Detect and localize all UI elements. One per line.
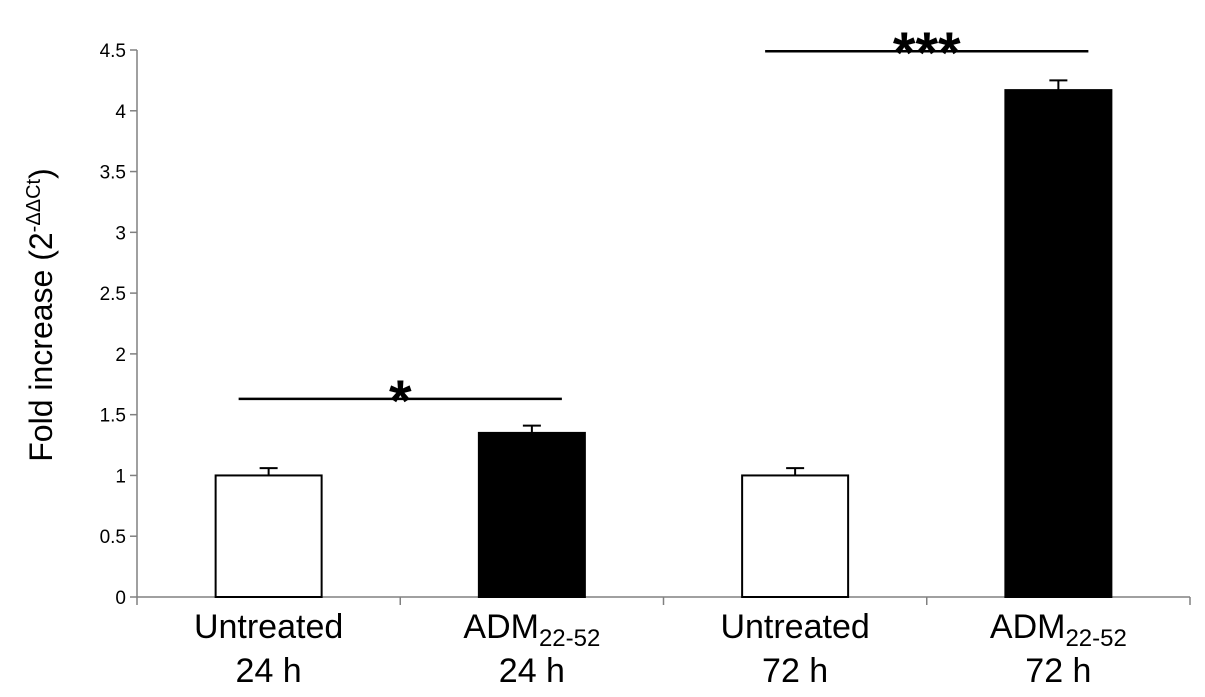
bars: [214, 89, 1113, 599]
x-category-label: ADM22-52: [990, 608, 1127, 652]
x-category-sublabel: 72 h: [1025, 652, 1091, 690]
bar: [1004, 89, 1113, 598]
x-category-sublabel: 72 h: [762, 652, 828, 690]
y-tick-label: 2: [115, 345, 126, 366]
significance-label: ***: [893, 21, 961, 86]
y-tick-label: 3.5: [100, 163, 126, 184]
y-tick-label: 4: [115, 102, 126, 123]
bar: [214, 474, 323, 599]
x-category-label: Untreated: [194, 608, 343, 646]
bar: [477, 431, 586, 598]
y-tick-label: 1: [115, 466, 126, 487]
x-category-sublabel: 24 h: [499, 652, 565, 690]
y-tick-label: 0.5: [100, 527, 126, 548]
bar: [741, 474, 850, 599]
y-tick-label: 3: [115, 223, 126, 244]
x-axis: [136, 596, 1191, 605]
y-tick-label: 2.5: [100, 284, 126, 305]
x-category-sublabel: 24 h: [236, 652, 302, 690]
x-category-label: Untreated: [720, 608, 869, 646]
y-axis-label: Fold increase (2-ΔΔCt): [23, 168, 59, 461]
significance-markers: ****: [238, 21, 1089, 434]
y-tick-label: 1.5: [100, 406, 126, 427]
x-category-label: ADM22-52: [463, 608, 600, 652]
y-axis: 0 0.5 1 1.5 2 2.5 3 3.5 4 4.5: [100, 41, 138, 609]
y-tick-label: 0: [115, 588, 126, 609]
y-tick-label: 4.5: [100, 41, 126, 62]
error-bars: [259, 79, 1068, 476]
y-axis-title: Fold increase (2-ΔΔCt): [23, 168, 59, 461]
significance-label: *: [389, 369, 412, 434]
